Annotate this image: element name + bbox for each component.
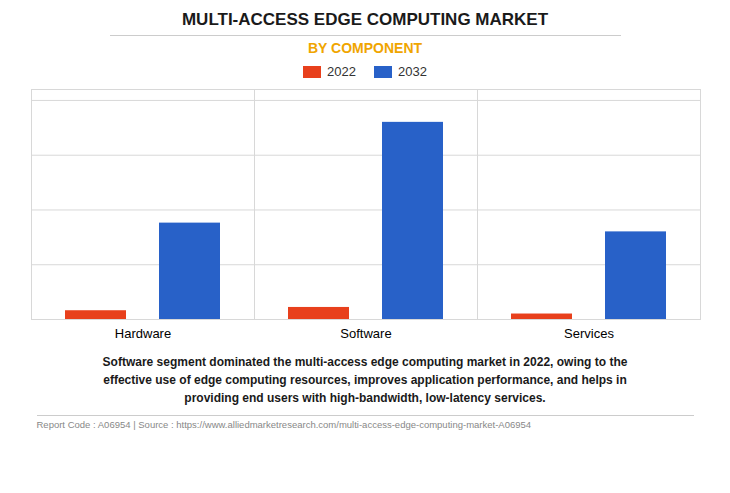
- svg-text:Software: Software: [340, 326, 391, 341]
- html-text:Report Code : A06954 | Source: Report Code : A06954 | Source : https://…: [36, 419, 532, 430]
- svg-text:Hardware: Hardware: [115, 326, 171, 341]
- html-text:2022: 2022: [327, 64, 356, 79]
- html-text:BY COMPONENT: BY COMPONENT: [308, 40, 422, 56]
- html-text:MULTI-ACCESS EDGE COMPUTING MA: MULTI-ACCESS EDGE COMPUTING MARKET: [181, 10, 549, 29]
- html-text:2032: 2032: [398, 64, 427, 79]
- svg-text:Services: Services: [564, 326, 614, 341]
- html-text:Software segment dominated the: Software segment dominated the multi-acc…: [102, 355, 628, 405]
